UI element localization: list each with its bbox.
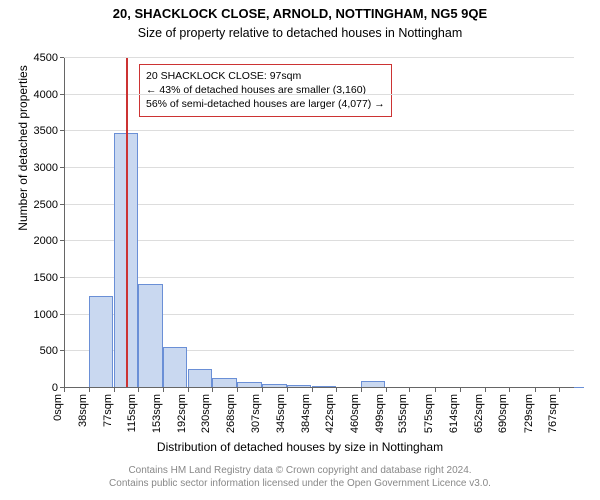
x-tick-mark — [138, 388, 139, 392]
x-tick-label: 460sqm — [349, 394, 361, 433]
grid-line — [64, 130, 574, 131]
x-tick-mark — [409, 388, 410, 392]
x-tick-label: 77sqm — [102, 394, 114, 427]
y-tick-label: 4000 — [34, 89, 64, 101]
x-tick-mark — [212, 388, 213, 392]
x-tick-mark — [435, 388, 436, 392]
x-tick-label: 268sqm — [225, 394, 237, 433]
title-line-1: 20, SHACKLOCK CLOSE, ARNOLD, NOTTINGHAM,… — [0, 6, 600, 21]
y-tick-label: 3000 — [34, 162, 64, 174]
x-tick-mark — [460, 388, 461, 392]
y-tick-label: 0 — [52, 382, 64, 394]
x-axis-line — [64, 387, 574, 388]
y-tick-label: 1500 — [34, 272, 64, 284]
x-tick-mark — [163, 388, 164, 392]
y-axis-label: Number of detached properties — [16, 0, 30, 313]
x-tick-label: 652sqm — [473, 394, 485, 433]
x-tick-mark — [386, 388, 387, 392]
property-marker-line — [126, 58, 128, 388]
x-tick-label: 575sqm — [423, 394, 435, 433]
x-tick-label: 422sqm — [324, 394, 336, 433]
x-tick-mark — [237, 388, 238, 392]
x-tick-label: 153sqm — [151, 394, 163, 433]
x-tick-mark — [114, 388, 115, 392]
histogram-bar — [138, 284, 163, 388]
x-tick-mark — [64, 388, 65, 392]
x-tick-label: 38sqm — [77, 394, 89, 427]
grid-line — [64, 204, 574, 205]
y-tick-label: 2500 — [34, 199, 64, 211]
x-tick-label: 345sqm — [275, 394, 287, 433]
x-tick-label: 767sqm — [547, 394, 559, 433]
x-tick-label: 192sqm — [176, 394, 188, 433]
x-tick-label: 729sqm — [523, 394, 535, 433]
x-tick-mark — [361, 388, 362, 392]
x-tick-mark — [535, 388, 536, 392]
y-tick-label: 3500 — [34, 125, 64, 137]
x-tick-label: 230sqm — [200, 394, 212, 433]
grid-line — [64, 240, 574, 241]
histogram-bar — [89, 296, 114, 388]
x-tick-mark — [188, 388, 189, 392]
y-tick-label: 2000 — [34, 235, 64, 247]
property-annotation-box: 20 SHACKLOCK CLOSE: 97sqm← 43% of detach… — [139, 64, 392, 117]
x-axis-label: Distribution of detached houses by size … — [0, 440, 600, 454]
x-tick-mark — [89, 388, 90, 392]
x-tick-mark — [485, 388, 486, 392]
x-tick-mark — [509, 388, 510, 392]
x-tick-label: 307sqm — [250, 394, 262, 433]
y-axis-line — [64, 58, 65, 388]
footer-attribution: Contains HM Land Registry data © Crown c… — [0, 464, 600, 490]
x-tick-mark — [559, 388, 560, 392]
y-tick-label: 4500 — [34, 52, 64, 64]
annotation-line: ← 43% of detached houses are smaller (3,… — [146, 83, 385, 97]
x-tick-mark — [312, 388, 313, 392]
x-tick-mark — [336, 388, 337, 392]
x-tick-label: 499sqm — [374, 394, 386, 433]
x-tick-label: 690sqm — [497, 394, 509, 433]
annotation-line: 56% of semi-detached houses are larger (… — [146, 97, 385, 111]
x-tick-mark — [262, 388, 263, 392]
annotation-line: 20 SHACKLOCK CLOSE: 97sqm — [146, 69, 385, 83]
y-tick-label: 1000 — [34, 309, 64, 321]
x-tick-label: 384sqm — [300, 394, 312, 433]
histogram-bar — [188, 369, 213, 388]
x-tick-label: 0sqm — [52, 394, 64, 421]
footer-line-2: Contains public sector information licen… — [0, 477, 600, 490]
y-tick-label: 500 — [40, 345, 64, 357]
x-tick-label: 614sqm — [448, 394, 460, 433]
footer-line-1: Contains HM Land Registry data © Crown c… — [0, 464, 600, 477]
title-line-2: Size of property relative to detached ho… — [0, 26, 600, 40]
grid-line — [64, 57, 574, 58]
x-tick-mark — [287, 388, 288, 392]
x-tick-label: 535sqm — [397, 394, 409, 433]
histogram-plot: 20 SHACKLOCK CLOSE: 97sqm← 43% of detach… — [64, 58, 574, 388]
grid-line — [64, 94, 574, 95]
grid-line — [64, 167, 574, 168]
histogram-bar — [163, 347, 188, 388]
x-tick-label: 115sqm — [126, 394, 138, 432]
grid-line — [64, 277, 574, 278]
